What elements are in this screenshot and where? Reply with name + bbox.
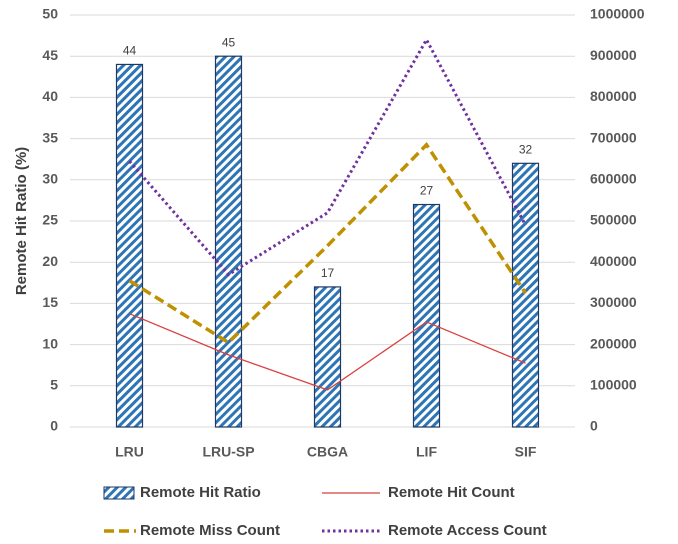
line (128, 36, 527, 277)
value-label: 45 (222, 35, 236, 49)
y2-tick-label: 0 (590, 418, 598, 434)
y2-tick-label: 800000 (590, 88, 637, 104)
x-tick-label: LRU (115, 444, 144, 460)
bar (511, 162, 540, 428)
bar (115, 63, 144, 428)
value-label: 17 (321, 266, 335, 280)
y2-tick-label: 900000 (590, 47, 637, 63)
line (129, 313, 526, 391)
bar (214, 55, 243, 428)
line (128, 142, 527, 345)
y2-tick-label: 500000 (590, 212, 637, 228)
legend-label: Remote Access Count (388, 522, 547, 539)
y-tick-label: 50 (42, 6, 58, 22)
y-tick-label: 45 (42, 47, 58, 63)
x-tick-label: LIF (416, 444, 437, 460)
y2-tick-label: 200000 (590, 335, 637, 351)
legend-label: Remote Hit Ratio (140, 484, 261, 501)
y-tick-label: 5 (50, 377, 58, 393)
y-tick-label: 15 (42, 294, 58, 310)
y-tick-label: 10 (42, 335, 58, 351)
y-tick-label: 30 (42, 171, 58, 187)
y2-tick-label: 100000 (590, 377, 637, 393)
value-label: 27 (420, 184, 434, 198)
x-tick-label: CBGA (307, 444, 348, 460)
legend-label: Remote Miss Count (140, 522, 280, 539)
y2-tick-label: 300000 (590, 294, 637, 310)
legend-label: Remote Hit Count (388, 484, 515, 501)
y2-tick-label: 600000 (590, 171, 637, 187)
y-tick-label: 0 (50, 418, 58, 434)
x-tick-label: SIF (515, 444, 537, 460)
x-tick-label: LRU-SP (202, 444, 254, 460)
y-tick-label: 25 (42, 212, 58, 228)
bar (412, 203, 441, 428)
bar (313, 286, 342, 428)
y-tick-label: 20 (42, 253, 58, 269)
value-label: 44 (123, 44, 137, 58)
y2-tick-label: 700000 (590, 129, 637, 145)
legend-swatch (103, 486, 135, 500)
y-tick-label: 35 (42, 129, 58, 145)
y-tick-label: 40 (42, 88, 58, 104)
y2-tick-label: 1000000 (590, 6, 645, 22)
y-axis-label: Remote Hit Ratio (%) (13, 147, 30, 295)
y2-tick-label: 400000 (590, 253, 637, 269)
value-label: 32 (519, 142, 533, 156)
